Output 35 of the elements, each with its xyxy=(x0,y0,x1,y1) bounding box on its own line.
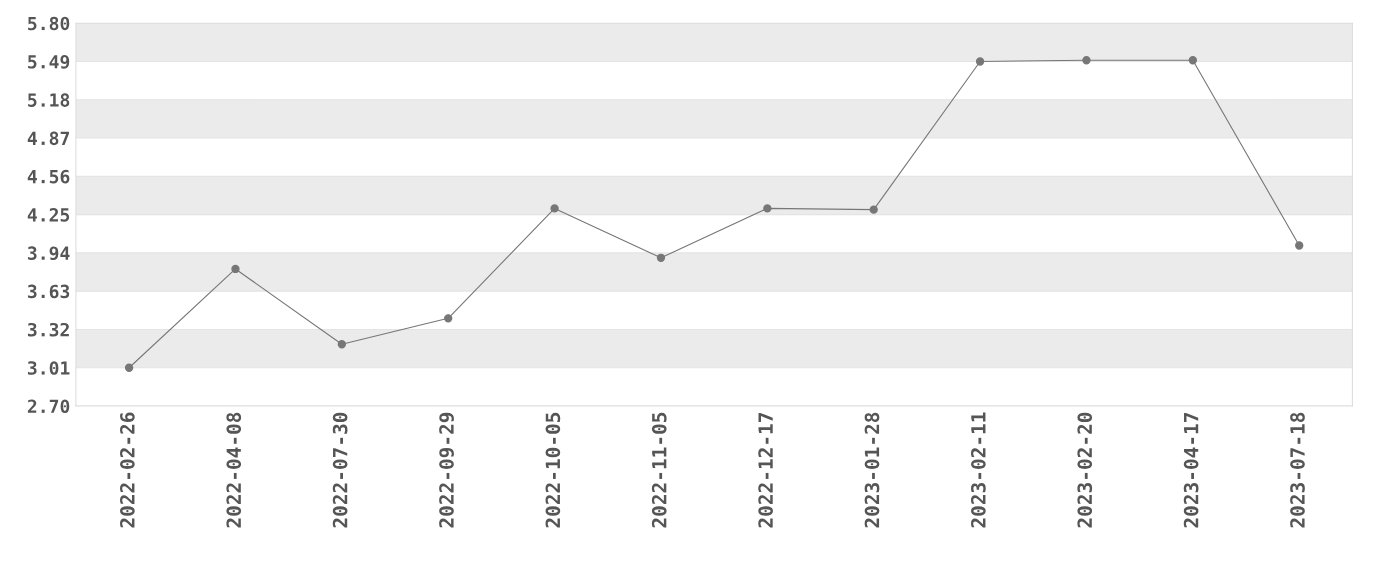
x-tick-label: 2023-07-18 xyxy=(1290,412,1305,528)
y-tick-label: 5.18 xyxy=(28,93,70,107)
x-tick-label: 2022-10-05 xyxy=(545,412,561,528)
y-tick-label: 3.01 xyxy=(27,361,70,375)
x-tick-label: 2023-04-17 xyxy=(1183,413,1199,528)
point xyxy=(869,205,878,214)
point xyxy=(337,340,347,349)
y-tick-label: 3.32 xyxy=(27,322,69,337)
y-tick-label: 5.80 xyxy=(28,16,70,31)
x-tick-label: 2022-11-05 xyxy=(651,412,667,528)
y-tick-label: 4.56 xyxy=(27,169,70,184)
point xyxy=(124,363,134,372)
point xyxy=(975,57,985,66)
x-tick-label: 2022-09-29 xyxy=(439,412,454,528)
y-tick-label: 5.49 xyxy=(28,55,70,69)
point xyxy=(656,253,666,262)
x-tick-label: 2022-02-26 xyxy=(120,412,135,528)
point xyxy=(1295,241,1304,250)
x-tick-label: 2023-02-11 xyxy=(971,412,986,528)
x-tick-label: 2023-02-20 xyxy=(1077,412,1093,528)
point xyxy=(1188,56,1198,65)
point xyxy=(550,204,559,213)
y-tick-label: 3.63 xyxy=(27,284,70,299)
x-tick-label: 2023-01-28 xyxy=(864,412,880,528)
y-tick-label: 2.70 xyxy=(27,399,70,414)
point xyxy=(231,264,240,274)
y-tick-label: 3.94 xyxy=(27,246,70,261)
y-tick-label: 4.87 xyxy=(27,131,69,146)
x-tick-label: 2022-12-17 xyxy=(758,413,773,528)
x-tick-label: 2022-04-08 xyxy=(226,412,242,528)
point xyxy=(763,204,772,213)
point xyxy=(1082,56,1091,65)
point xyxy=(444,314,453,323)
x-tick-label: 2022-07-30 xyxy=(332,412,348,528)
y-tick-label: 4.25 xyxy=(27,208,70,222)
